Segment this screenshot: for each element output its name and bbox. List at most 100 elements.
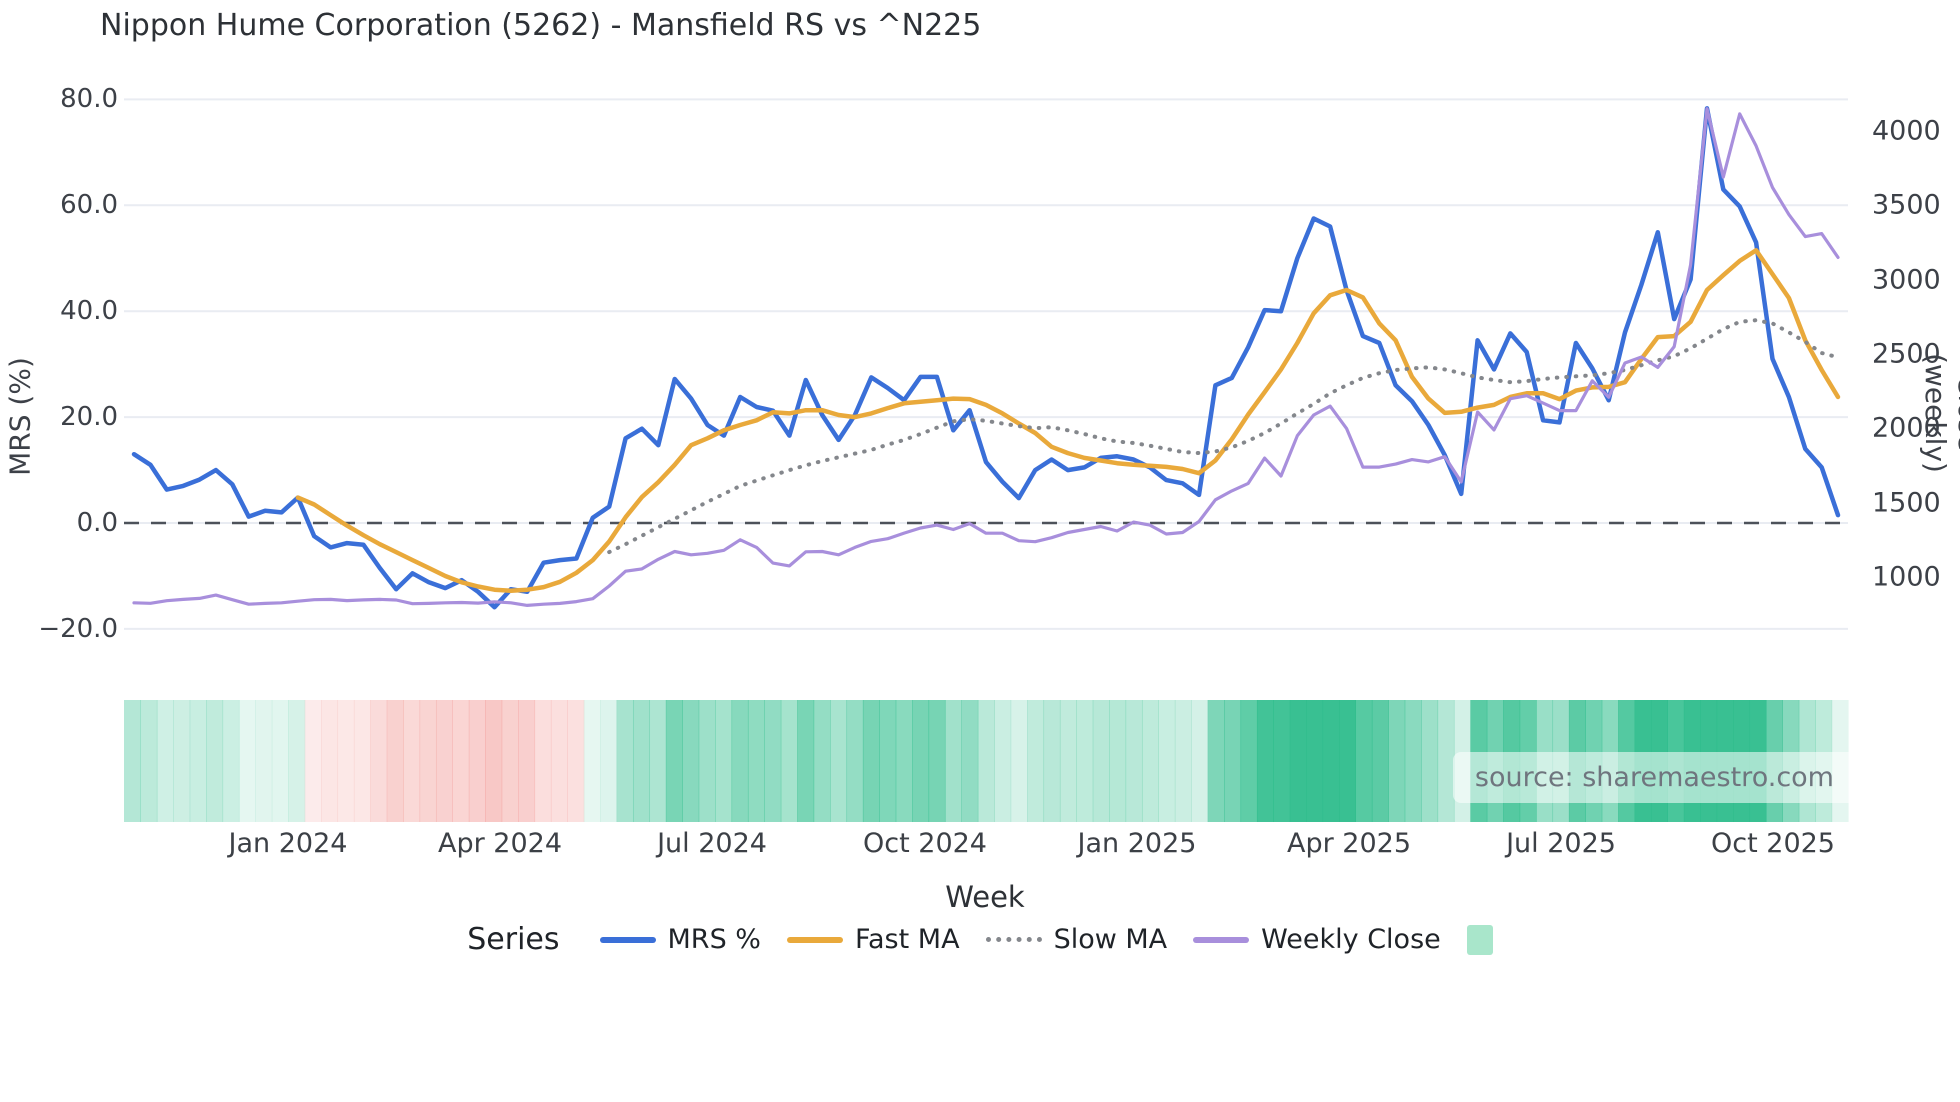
heatmap-cell bbox=[1076, 700, 1094, 822]
heatmap-cell bbox=[616, 700, 634, 822]
heatmap-cell bbox=[879, 700, 897, 822]
x-tick: Jan 2025 bbox=[1077, 828, 1197, 859]
legend-label: Fast MA bbox=[854, 924, 960, 955]
heatmap-cell bbox=[797, 700, 815, 822]
heatmap-cell bbox=[567, 700, 585, 822]
heatmap-cell bbox=[649, 700, 667, 822]
heatmap-cell bbox=[206, 700, 224, 822]
y-tick-left: 0.0 bbox=[76, 508, 118, 538]
y-tick-right: 3500 bbox=[1872, 189, 1941, 221]
heatmap-cell bbox=[1256, 700, 1274, 822]
y-tick-right: 1500 bbox=[1872, 487, 1941, 519]
legend-swatch bbox=[1466, 924, 1493, 955]
heatmap-cell bbox=[518, 700, 536, 822]
legend-item-fast-ma: Fast MA bbox=[786, 924, 960, 955]
heatmap-cell bbox=[1092, 700, 1110, 822]
y-tick-right: 1000 bbox=[1872, 561, 1941, 593]
heatmap-cell bbox=[403, 700, 421, 822]
heatmap-cell bbox=[731, 700, 749, 822]
heatmap-cell bbox=[1109, 700, 1127, 822]
legend-label: MRS % bbox=[667, 924, 761, 955]
heatmap-cell bbox=[780, 700, 798, 822]
series-line-slow-ma bbox=[607, 318, 1840, 555]
heatmap-cell bbox=[468, 700, 486, 822]
heatmap-cell bbox=[255, 700, 273, 822]
heatmap-cell bbox=[928, 700, 946, 822]
y-tick-right: 2500 bbox=[1872, 338, 1941, 370]
heatmap-cell bbox=[1158, 700, 1176, 822]
y-tick-right: 4000 bbox=[1872, 115, 1941, 147]
heatmap-cell bbox=[353, 700, 371, 822]
heatmap-cell bbox=[337, 700, 355, 822]
heatmap-cell bbox=[1224, 700, 1242, 822]
heatmap-cell bbox=[1404, 700, 1422, 822]
legend-swatch bbox=[1193, 936, 1250, 943]
x-tick: Oct 2025 bbox=[1711, 828, 1835, 859]
heatmap-cell bbox=[304, 700, 322, 822]
heatmap-cell bbox=[583, 700, 601, 822]
heatmap-cell bbox=[1371, 700, 1389, 822]
heatmap-cell bbox=[271, 700, 289, 822]
x-tick: Jul 2024 bbox=[657, 828, 767, 859]
x-tick: Oct 2024 bbox=[863, 828, 987, 859]
y-tick-left: 20.0 bbox=[60, 402, 118, 433]
heatmap-cell bbox=[1437, 700, 1455, 822]
heatmap-cell bbox=[1010, 700, 1028, 822]
heatmap-cell bbox=[1273, 700, 1291, 822]
heatmap-cell bbox=[140, 700, 158, 822]
heatmap-cell bbox=[124, 700, 142, 822]
heatmap-cell bbox=[1141, 700, 1159, 822]
heatmap-cell bbox=[1388, 700, 1406, 822]
x-tick: Apr 2025 bbox=[1286, 828, 1412, 859]
heatmap-cell bbox=[501, 700, 519, 822]
y-tick-right: 3000 bbox=[1872, 264, 1941, 296]
heatmap-cell bbox=[862, 700, 880, 822]
heatmap-cell bbox=[977, 700, 995, 822]
heatmap-cell bbox=[452, 700, 470, 822]
chart-title: Nippon Hume Corporation (5262) - Mansfie… bbox=[100, 8, 982, 43]
heatmap-cell bbox=[1125, 700, 1143, 822]
legend-swatch bbox=[786, 936, 843, 943]
heatmap-cell bbox=[189, 700, 207, 822]
heatmap-cell bbox=[944, 700, 962, 822]
y-tick-left: −20.0 bbox=[38, 613, 118, 644]
x-tick: Apr 2024 bbox=[437, 828, 563, 859]
heatmap-cell bbox=[419, 700, 437, 822]
source-note: source: sharemaestro.com bbox=[1452, 752, 1856, 803]
x-tick: Jan 2024 bbox=[228, 828, 348, 859]
heatmap-cell bbox=[1339, 700, 1357, 822]
x-axis-title: Week bbox=[945, 880, 1025, 914]
legend-label: Weekly Close bbox=[1261, 924, 1441, 955]
heatmap-cell bbox=[550, 700, 568, 822]
y-tick-right: 2000 bbox=[1872, 412, 1941, 444]
legend-item-heatmap bbox=[1466, 924, 1493, 955]
heatmap-cell bbox=[764, 700, 782, 822]
series-line-weekly-close bbox=[132, 107, 1840, 607]
series-lines bbox=[131, 106, 1841, 610]
heatmap-cell bbox=[747, 700, 765, 822]
heatmap-cell bbox=[238, 700, 256, 822]
legend-swatch bbox=[985, 937, 1042, 942]
heatmap-cell bbox=[895, 700, 913, 822]
heatmap-cell bbox=[698, 700, 716, 822]
heatmap-cell bbox=[1174, 700, 1192, 822]
y-tick-left: 40.0 bbox=[60, 296, 118, 327]
heatmap-cell bbox=[665, 700, 683, 822]
heatmap-cell bbox=[222, 700, 240, 822]
heatmap-cell bbox=[1355, 700, 1373, 822]
legend: Series MRS % Fast MA Slow MA Weekly Close bbox=[0, 922, 1960, 957]
heatmap-cell bbox=[156, 700, 174, 822]
legend-item-weekly-close: Weekly Close bbox=[1193, 924, 1441, 955]
heatmap-cell bbox=[846, 700, 864, 822]
series-line-mrs- bbox=[131, 106, 1841, 610]
heatmap-cell bbox=[386, 700, 404, 822]
heatmap-cell bbox=[961, 700, 979, 822]
heatmap-cell bbox=[1191, 700, 1209, 822]
heatmap-cell bbox=[682, 700, 700, 822]
legend-label: Slow MA bbox=[1053, 924, 1168, 955]
heatmap-cell bbox=[288, 700, 306, 822]
heatmap-cell bbox=[1322, 700, 1340, 822]
heatmap-cell bbox=[435, 700, 453, 822]
heatmap-cell bbox=[534, 700, 552, 822]
